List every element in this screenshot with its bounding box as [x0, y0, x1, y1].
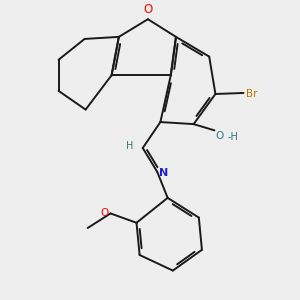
Text: -H: -H [228, 132, 239, 142]
Text: N: N [159, 168, 169, 178]
Text: H: H [125, 141, 133, 151]
Text: Br: Br [246, 89, 257, 99]
Text: O: O [100, 208, 109, 218]
Text: O: O [143, 3, 152, 16]
Text: O: O [215, 131, 224, 141]
